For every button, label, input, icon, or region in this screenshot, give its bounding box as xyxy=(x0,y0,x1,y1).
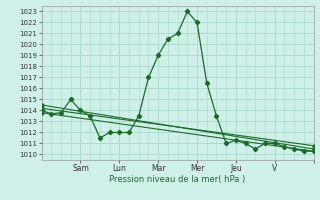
X-axis label: Pression niveau de la mer( hPa ): Pression niveau de la mer( hPa ) xyxy=(109,175,246,184)
